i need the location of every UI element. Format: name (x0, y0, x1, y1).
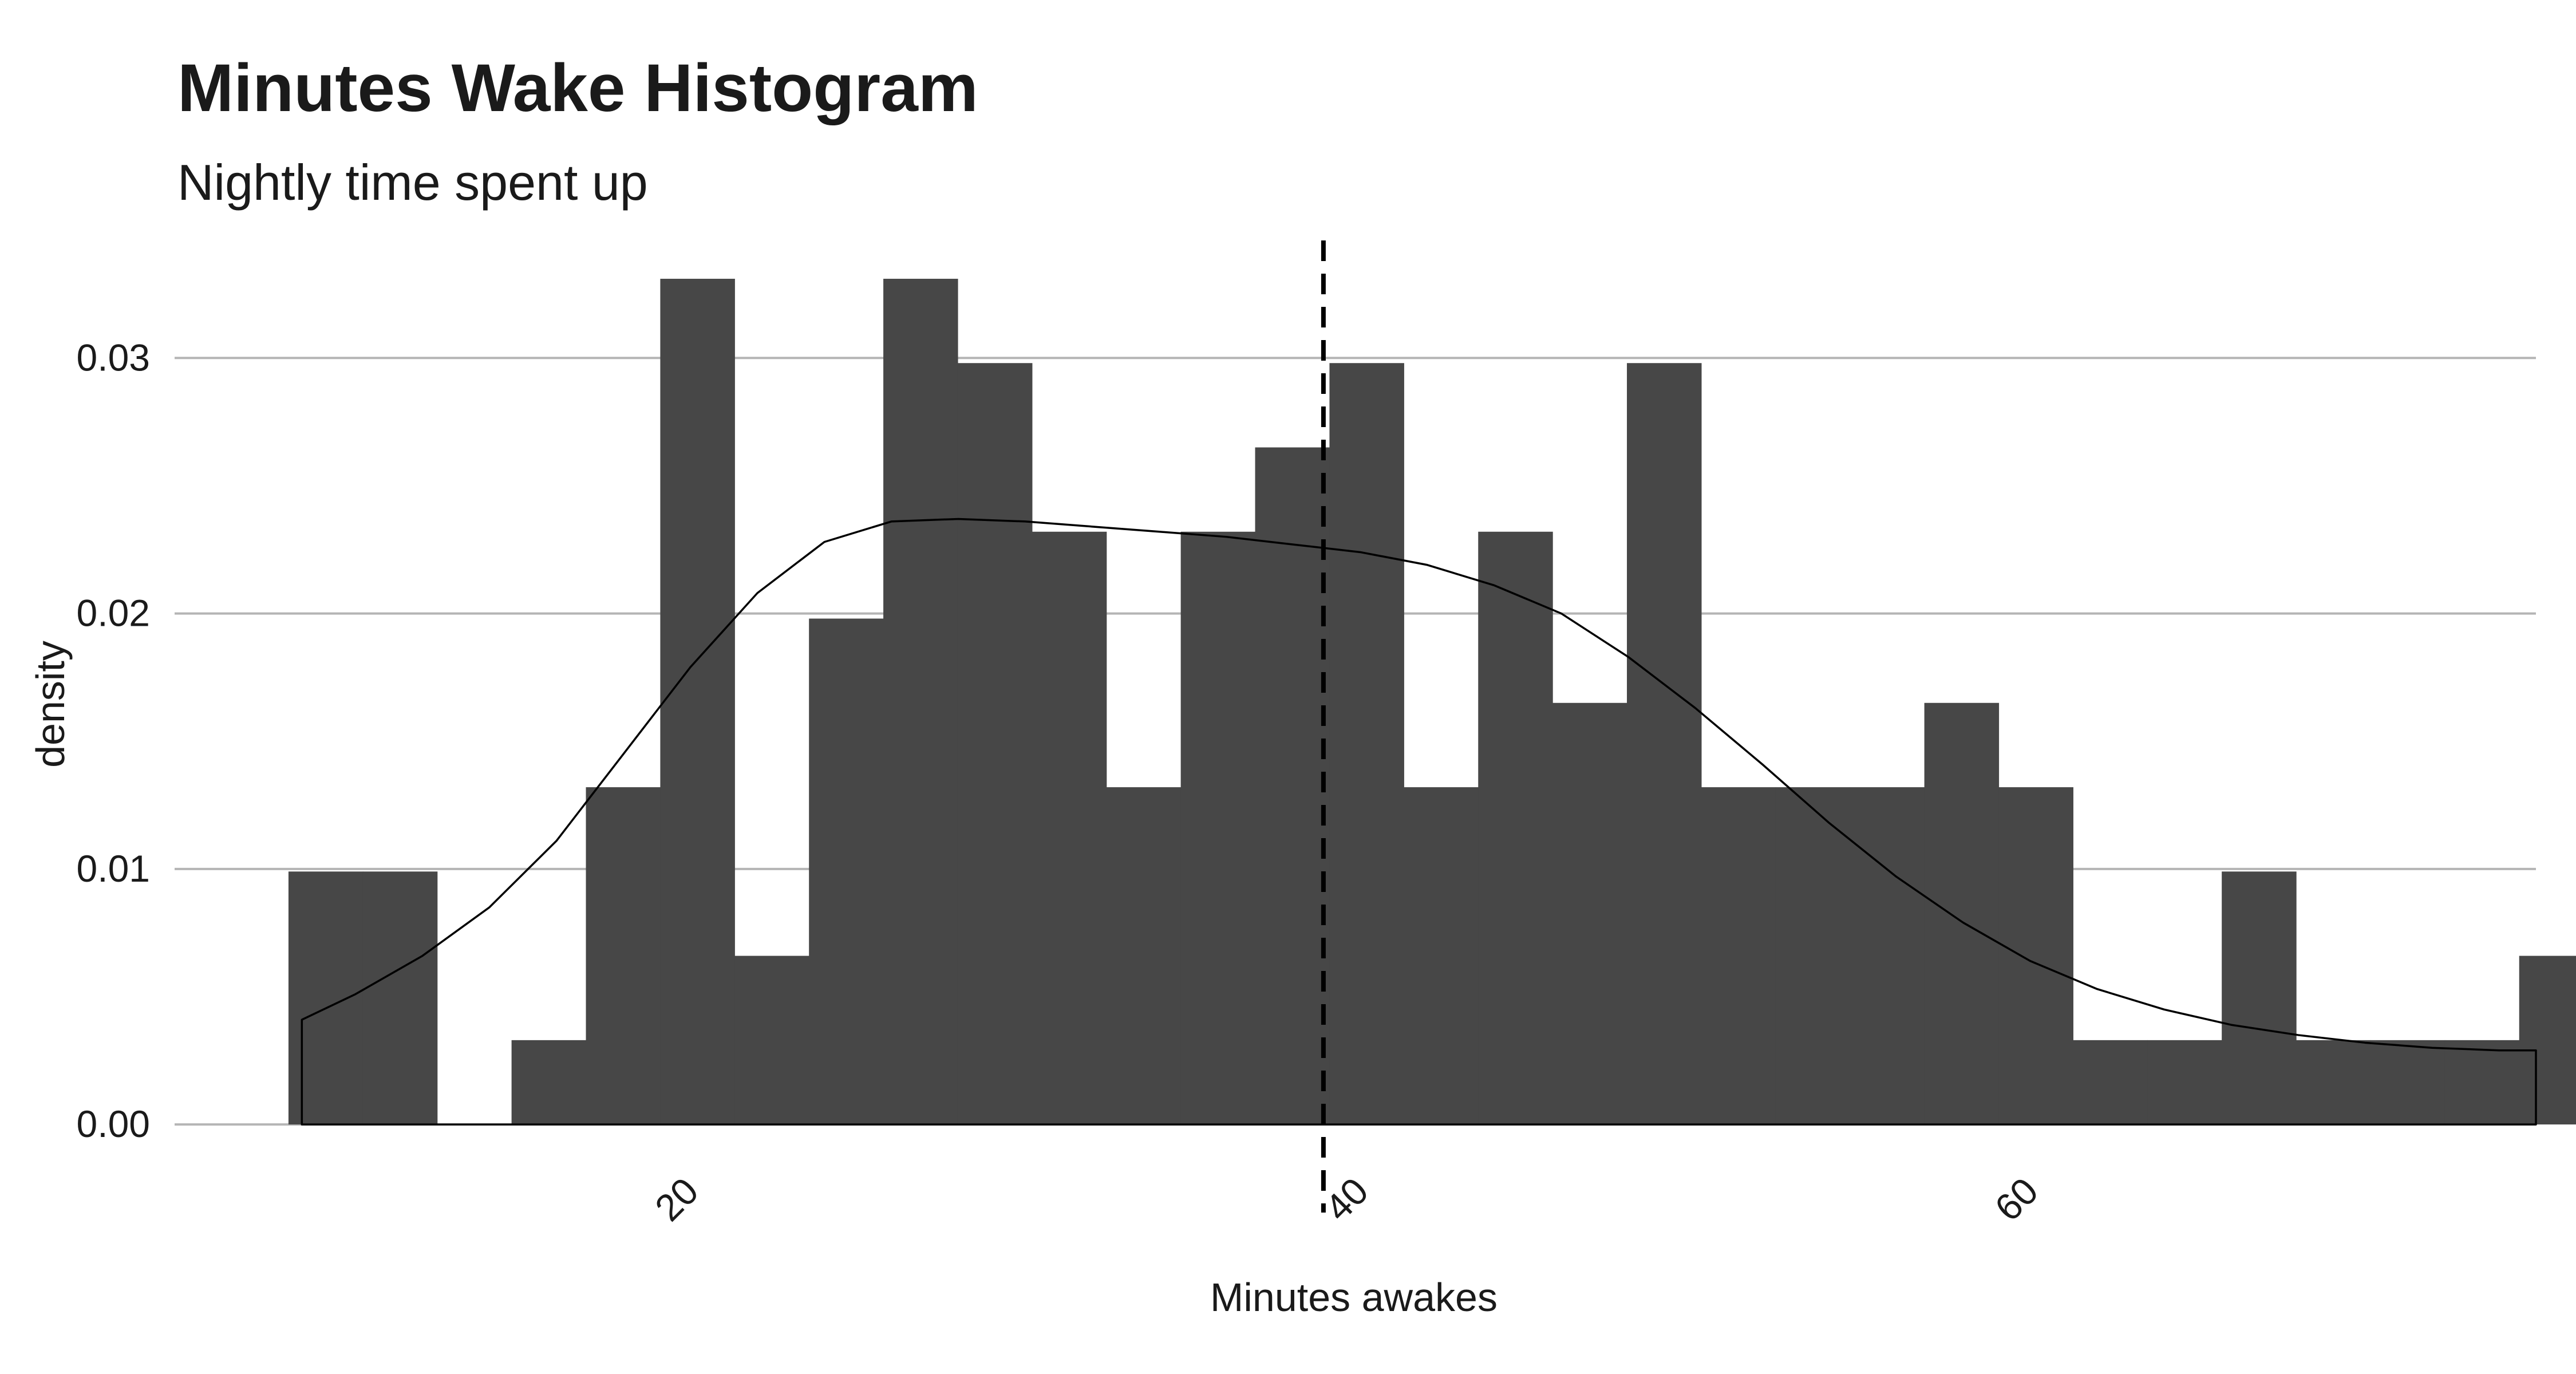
histogram-bar-18 (1627, 363, 1702, 1125)
histogram-bar-10 (1032, 531, 1107, 1125)
histogram-bar-30 (2519, 956, 2576, 1125)
histogram-bar-22 (1924, 702, 2000, 1125)
histogram-bar-21 (1850, 787, 1925, 1125)
y-tick-labels: 0.00 0.01 0.02 0.03 (77, 336, 150, 1145)
histogram-bars (288, 278, 2576, 1125)
x-axis-title: Minutes awakes (1210, 1275, 1498, 1320)
histogram-bar-4 (586, 787, 661, 1125)
histogram-bar-9 (957, 363, 1033, 1125)
histogram-bar-20 (1775, 787, 1851, 1125)
histogram-bar-26 (2222, 871, 2297, 1125)
histogram-bar-14 (1329, 363, 1404, 1125)
chart-subtitle: Nightly time spent up (177, 154, 648, 211)
histogram-bar-12 (1180, 531, 1256, 1125)
histogram-bar-13 (1255, 447, 1330, 1125)
y-tick-label-0: 0.00 (77, 1103, 150, 1145)
histogram-bar-3 (511, 1040, 587, 1125)
histogram-bar-6 (734, 956, 809, 1125)
histogram-bar-11 (1106, 787, 1182, 1125)
histogram-bar-25 (2147, 1040, 2222, 1125)
x-tick-label-2: 60 (1986, 1170, 2046, 1229)
chart-title: Minutes Wake Histogram (177, 50, 978, 126)
y-tick-label-2: 0.02 (77, 592, 150, 634)
histogram-bar-1 (362, 871, 438, 1125)
histogram-bar-0 (288, 871, 364, 1125)
density-curve-layer (301, 518, 2537, 1126)
x-tick-label-0: 20 (647, 1170, 706, 1229)
histogram-bar-24 (2073, 1040, 2148, 1125)
histogram-bar-17 (1552, 702, 1627, 1125)
histogram-bar-27 (2296, 1040, 2371, 1125)
histogram-bar-15 (1404, 787, 1479, 1125)
histogram-bar-28 (2370, 1040, 2445, 1125)
histogram-bar-23 (1998, 787, 2073, 1125)
histogram-bar-16 (1478, 531, 1553, 1125)
density-curve (301, 518, 2537, 1126)
y-tick-label-3: 0.03 (77, 336, 150, 378)
histogram-bar-19 (1701, 787, 1776, 1125)
x-tick-labels: 20 40 60 (647, 1170, 2046, 1229)
histogram-bar-7 (809, 618, 884, 1125)
histogram-bar-5 (660, 278, 735, 1125)
y-tick-label-1: 0.01 (77, 847, 150, 890)
histogram-bar-29 (2444, 1040, 2520, 1125)
histogram-bar-8 (883, 278, 958, 1125)
y-axis-title: density (28, 641, 73, 768)
